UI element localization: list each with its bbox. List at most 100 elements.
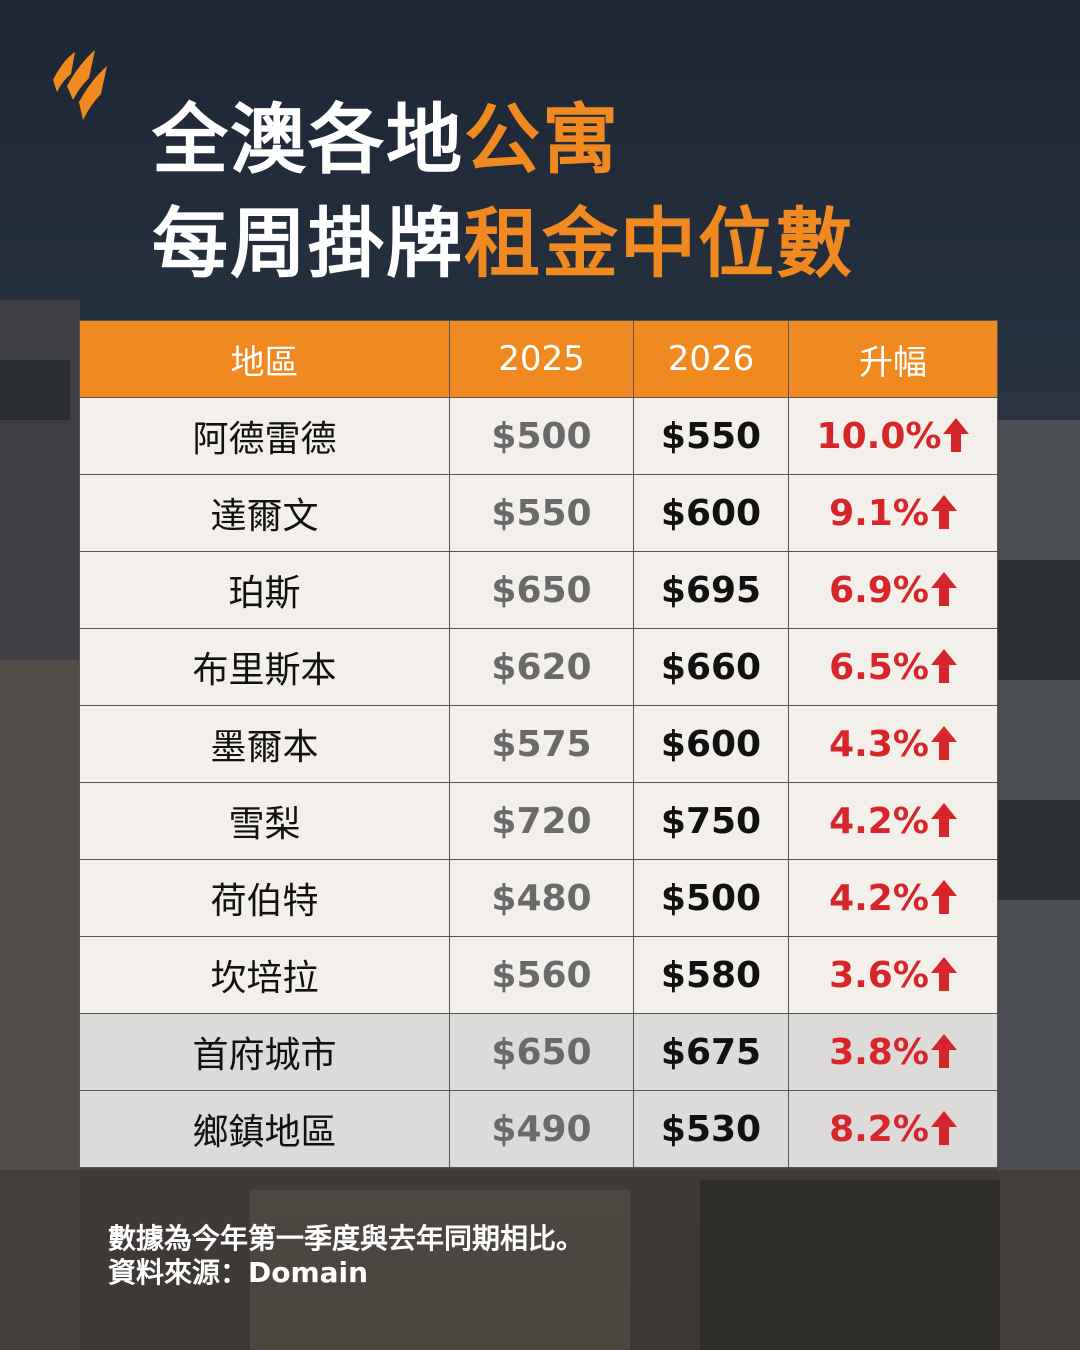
rent-2026: $695 bbox=[660, 569, 762, 611]
title-accent: 租金中位數 bbox=[464, 199, 854, 288]
change: 10.0% bbox=[816, 415, 942, 457]
table-cell: $750 bbox=[633, 782, 789, 860]
table-cell: 布里斯本 bbox=[79, 628, 450, 706]
table-cell: $575 bbox=[449, 705, 634, 783]
rent-2026: $530 bbox=[660, 1108, 762, 1150]
up-arrow bbox=[930, 1110, 957, 1145]
table-cell: 荷伯特 bbox=[79, 859, 450, 937]
table-cell: 達爾文 bbox=[79, 474, 450, 552]
title: 全澳各地公寓 每周掛牌租金中位數 bbox=[152, 88, 854, 296]
rent-2025: $500 bbox=[491, 415, 592, 457]
table-cell: 10.0% bbox=[788, 397, 998, 475]
table-row: 坎培拉 $560 $580 3.6% bbox=[79, 936, 998, 1014]
table-cell: $620 bbox=[449, 628, 634, 706]
table-cell: $560 bbox=[449, 936, 634, 1014]
title-text: 每周掛牌 bbox=[152, 199, 464, 288]
footer: 數據為今年第一季度與去年同期相比。 資料來源：Domain bbox=[108, 1222, 584, 1290]
change: 3.6% bbox=[829, 954, 929, 996]
change: 4.2% bbox=[829, 800, 929, 842]
change: 6.9% bbox=[829, 569, 929, 611]
rent-2025: $480 bbox=[491, 877, 592, 919]
rent-2026: $660 bbox=[660, 646, 762, 688]
region: 坎培拉 bbox=[210, 958, 319, 999]
change: 4.2% bbox=[829, 877, 929, 919]
column-header: 2026 bbox=[633, 320, 789, 398]
rent-2025: $560 bbox=[491, 954, 592, 996]
table-cell: $695 bbox=[633, 551, 789, 629]
table-row: 珀斯 $650 $695 6.9% bbox=[79, 551, 998, 629]
table-row: 布里斯本 $620 $660 6.5% bbox=[79, 628, 998, 706]
region: 鄉鎮地區 bbox=[192, 1112, 337, 1153]
table-cell: 阿德雷德 bbox=[79, 397, 450, 475]
up-arrow bbox=[943, 417, 970, 452]
table-cell: 鄉鎮地區 bbox=[79, 1090, 450, 1168]
table-cell: $550 bbox=[449, 474, 634, 552]
table-cell: $720 bbox=[449, 782, 634, 860]
rent-2026: $500 bbox=[660, 877, 762, 919]
table-cell: 首府城市 bbox=[79, 1013, 450, 1091]
table-cell: $660 bbox=[633, 628, 789, 706]
table-cell: $500 bbox=[449, 397, 634, 475]
rent-2025: $490 bbox=[491, 1108, 592, 1150]
table-cell: $650 bbox=[449, 1013, 634, 1091]
table-row: 首府城市 $650 $675 3.8% bbox=[79, 1013, 998, 1091]
logo bbox=[53, 50, 107, 120]
region: 首府城市 bbox=[192, 1035, 337, 1076]
header-row: 地區 2025 2026 升幅 bbox=[79, 320, 998, 398]
rent-2025: $720 bbox=[491, 800, 592, 842]
column-header: 地區 bbox=[79, 320, 450, 398]
up-arrow bbox=[930, 571, 957, 606]
table-row: 達爾文 $550 $600 9.1% bbox=[79, 474, 998, 552]
title-accent: 公寓 bbox=[464, 95, 620, 184]
rent-2025: $650 bbox=[491, 569, 592, 611]
rent-2026: $580 bbox=[660, 954, 762, 996]
up-arrow bbox=[930, 494, 957, 529]
table-cell: 3.8% bbox=[788, 1013, 998, 1091]
up-arrow bbox=[930, 956, 957, 991]
up-arrow bbox=[930, 1033, 957, 1068]
rent-2026: $600 bbox=[660, 492, 762, 534]
table-cell: $600 bbox=[633, 705, 789, 783]
column-header: 2025 bbox=[449, 320, 634, 398]
change: 6.5% bbox=[829, 646, 929, 688]
change: 9.1% bbox=[829, 492, 929, 534]
table-cell: $550 bbox=[633, 397, 789, 475]
table-cell: $500 bbox=[633, 859, 789, 937]
title-text: 全澳各地 bbox=[152, 95, 464, 184]
table-cell: 墨爾本 bbox=[79, 705, 450, 783]
up-arrow bbox=[930, 879, 957, 914]
footer-line: 資料來源：Domain bbox=[108, 1256, 369, 1289]
title-line: 每周掛牌租金中位數 bbox=[152, 192, 854, 296]
title-line: 全澳各地公寓 bbox=[152, 88, 854, 192]
up-arrow bbox=[930, 648, 957, 683]
change: 4.3% bbox=[829, 723, 929, 765]
rent-2026: $675 bbox=[660, 1031, 762, 1073]
up-arrow bbox=[930, 802, 957, 837]
rent-2025: $550 bbox=[491, 492, 592, 534]
region: 達爾文 bbox=[210, 496, 319, 537]
table-row: 雪梨 $720 $750 4.2% bbox=[79, 782, 998, 860]
table-cell: 坎培拉 bbox=[79, 936, 450, 1014]
column-header: 升幅 bbox=[788, 320, 998, 398]
table-row: 墨爾本 $575 $600 4.3% bbox=[79, 705, 998, 783]
table-cell: 6.9% bbox=[788, 551, 998, 629]
table-cell: $580 bbox=[633, 936, 789, 1014]
table-cell: 雪梨 bbox=[79, 782, 450, 860]
table-cell: $530 bbox=[633, 1090, 789, 1168]
region: 墨爾本 bbox=[210, 727, 319, 768]
table-cell: $650 bbox=[449, 551, 634, 629]
change: 8.2% bbox=[829, 1108, 929, 1150]
rent-2025: $620 bbox=[491, 646, 592, 688]
table-cell: $675 bbox=[633, 1013, 789, 1091]
table-cell: $480 bbox=[449, 859, 634, 937]
table-cell: $490 bbox=[449, 1090, 634, 1168]
table-cell: 8.2% bbox=[788, 1090, 998, 1168]
region: 布里斯本 bbox=[192, 650, 337, 691]
region: 珀斯 bbox=[228, 573, 301, 614]
table-row: 阿德雷德 $500 $550 10.0% bbox=[79, 397, 998, 475]
footer-line: 數據為今年第一季度與去年同期相比。 bbox=[108, 1222, 585, 1255]
table-cell: 3.6% bbox=[788, 936, 998, 1014]
region: 阿德雷德 bbox=[192, 419, 337, 460]
